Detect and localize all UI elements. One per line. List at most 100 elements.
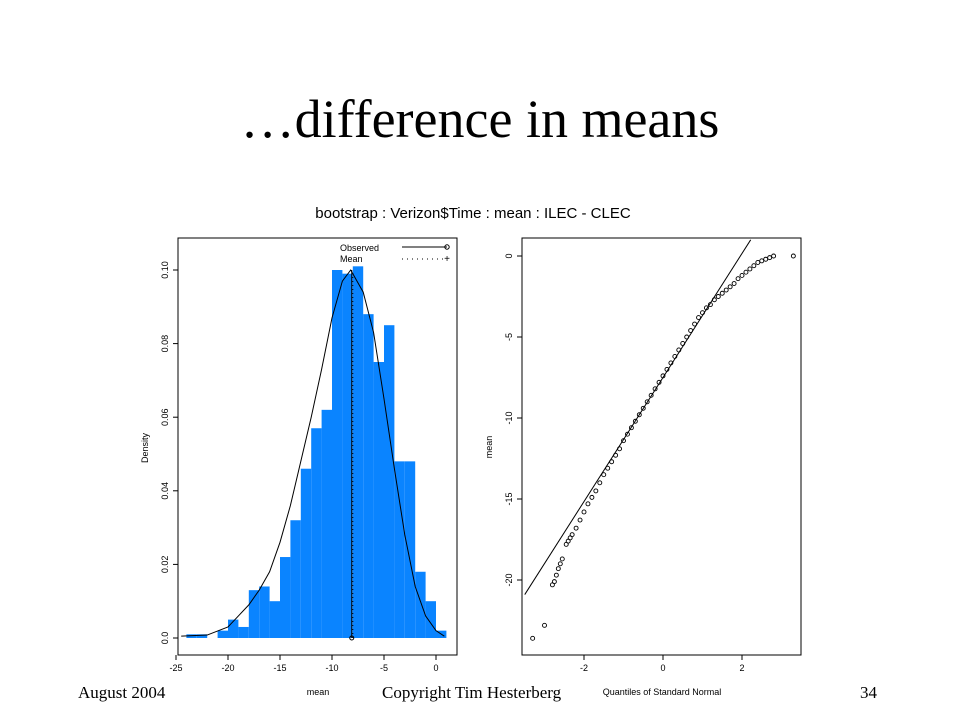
qq-point bbox=[530, 635, 536, 641]
histogram-bar bbox=[321, 409, 332, 638]
qq-point bbox=[723, 287, 729, 293]
x-tick-label: 2 bbox=[739, 663, 744, 673]
figure-title: bootstrap : Verizon$Time : mean : ILEC -… bbox=[315, 205, 631, 222]
histogram-bar bbox=[238, 626, 249, 638]
histogram-bars bbox=[181, 266, 447, 641]
qq-point bbox=[573, 525, 579, 531]
qq-point bbox=[676, 347, 682, 353]
y-tick-label: 0.02 bbox=[160, 556, 170, 574]
qq-point bbox=[613, 452, 619, 458]
y-tick-label: 0.08 bbox=[160, 335, 170, 353]
qq-plot-content bbox=[524, 239, 796, 641]
footer-date: August 2004 bbox=[78, 683, 166, 702]
histogram-bar bbox=[394, 461, 405, 638]
page-number: 34 bbox=[860, 683, 877, 702]
histogram-x-label: mean bbox=[307, 687, 330, 697]
qq-point bbox=[605, 465, 611, 471]
histogram-bar bbox=[384, 325, 395, 638]
histogram-bar bbox=[425, 601, 436, 638]
y-tick-label: -15 bbox=[504, 492, 514, 505]
qq-point bbox=[668, 360, 674, 366]
qq-point bbox=[593, 488, 599, 494]
qq-point bbox=[672, 353, 678, 359]
y-tick-label: 0.04 bbox=[160, 482, 170, 500]
footer-copyright: Copyright Tim Hesterberg bbox=[382, 683, 562, 702]
x-tick-label: -5 bbox=[380, 663, 388, 673]
histogram-bar bbox=[217, 630, 228, 638]
legend-mean-label: Mean bbox=[340, 254, 363, 264]
qq-point bbox=[763, 256, 769, 262]
qq-point bbox=[542, 622, 547, 628]
histogram-bar bbox=[269, 601, 280, 638]
histogram-x-axis: -25 -20 -15 -10 -5 0 bbox=[169, 655, 439, 673]
qq-point bbox=[790, 253, 796, 259]
qq-point bbox=[636, 412, 642, 418]
histogram-bar bbox=[300, 468, 312, 638]
qq-point bbox=[585, 501, 591, 507]
x-tick-label: -25 bbox=[169, 663, 182, 673]
y-tick-label: 0 bbox=[504, 253, 514, 258]
histogram-y-label: Density bbox=[140, 432, 150, 463]
histogram-bar bbox=[228, 619, 239, 638]
x-tick-label: 0 bbox=[660, 663, 665, 673]
qq-point bbox=[555, 566, 561, 572]
y-tick-label: -5 bbox=[504, 333, 514, 341]
qq-point bbox=[601, 472, 607, 478]
qq-plot-x-label: Quantiles of Standard Normal bbox=[603, 687, 722, 697]
qq-point bbox=[656, 379, 662, 385]
qq-point bbox=[692, 321, 698, 327]
histogram-panel: -25 -20 -15 -10 -5 0 0.00.020.040.060.080.10 … bbox=[140, 237, 458, 697]
qq-point bbox=[731, 281, 737, 286]
qq-point bbox=[711, 297, 717, 303]
histogram-bar bbox=[280, 557, 291, 638]
y-tick-label: 0.10 bbox=[160, 261, 170, 279]
histogram-bar bbox=[363, 314, 374, 638]
qq-reference-line bbox=[524, 239, 752, 595]
x-tick-label: -10 bbox=[325, 663, 338, 673]
histogram-y-axis: 0.0 0.02 0.04 0.06 0.08 0.10 bbox=[160, 261, 178, 644]
qq-point bbox=[747, 266, 753, 272]
x-tick-label: -20 bbox=[221, 663, 234, 673]
slide-title: …difference in means bbox=[240, 89, 720, 149]
qq-point bbox=[581, 509, 587, 515]
qq-point bbox=[617, 446, 622, 452]
qq-point bbox=[759, 258, 765, 264]
qq-point bbox=[680, 341, 686, 346]
qq-point bbox=[684, 334, 690, 340]
qq-point bbox=[771, 253, 777, 259]
qq-point bbox=[589, 494, 595, 500]
histogram-bar bbox=[311, 428, 322, 638]
qq-point bbox=[652, 386, 658, 392]
qq-point bbox=[735, 276, 741, 282]
qq-point bbox=[632, 418, 638, 424]
qq-point bbox=[628, 425, 634, 431]
qq-plot-frame bbox=[521, 237, 802, 656]
qq-point bbox=[719, 290, 725, 296]
observed-marker bbox=[349, 635, 355, 641]
legend-mean-marker: + bbox=[444, 254, 450, 265]
histogram-frame bbox=[177, 237, 458, 656]
qq-point bbox=[648, 392, 654, 398]
histogram-bar bbox=[404, 461, 416, 638]
density-curve bbox=[181, 269, 445, 637]
qq-point bbox=[696, 315, 701, 321]
qq-point bbox=[664, 366, 670, 372]
qq-point bbox=[559, 556, 565, 562]
qq-plot-x-axis: -2 0 2 bbox=[580, 655, 745, 673]
histogram-bar bbox=[259, 586, 270, 638]
histogram-bar bbox=[352, 266, 364, 638]
qq-point bbox=[727, 284, 733, 290]
qq-point bbox=[625, 431, 630, 437]
histogram-bar bbox=[332, 270, 343, 638]
histogram-bar bbox=[415, 571, 426, 638]
qq-point bbox=[557, 561, 563, 567]
qq-point bbox=[743, 269, 749, 275]
y-tick-label: -10 bbox=[504, 411, 514, 424]
qq-point bbox=[644, 399, 650, 405]
histogram-bar bbox=[248, 590, 260, 638]
y-tick-label: 0.0 bbox=[160, 632, 170, 645]
qq-point bbox=[704, 305, 709, 311]
qq-plot-panel: -2 0 2 0-5-10-15-20 Quantiles of Standard … bbox=[484, 237, 802, 697]
y-tick-label: -20 bbox=[504, 573, 514, 586]
